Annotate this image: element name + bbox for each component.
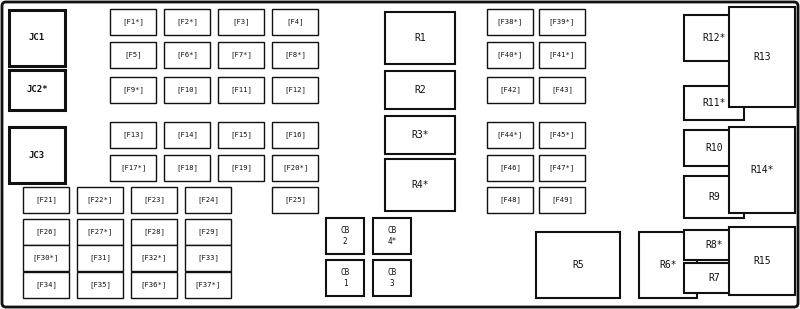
Bar [110, 42, 156, 68]
Bar [185, 272, 231, 298]
Bar [77, 245, 123, 271]
Bar [487, 42, 533, 68]
Bar [9, 10, 65, 66]
Bar [110, 9, 156, 35]
Text: [F23]: [F23] [143, 197, 165, 203]
Bar [77, 219, 123, 245]
Text: [F38*]: [F38*] [497, 19, 523, 25]
Bar [684, 86, 744, 120]
Text: [F30*]: [F30*] [33, 255, 59, 261]
Bar [185, 245, 231, 271]
Bar [487, 9, 533, 35]
Text: JC2*: JC2* [26, 86, 48, 95]
Text: [F48]: [F48] [499, 197, 521, 203]
Bar [164, 42, 210, 68]
Bar [272, 42, 318, 68]
Bar [684, 230, 744, 260]
Bar [729, 227, 795, 295]
Text: [F36*]: [F36*] [141, 281, 167, 288]
Bar [272, 122, 318, 148]
Bar [77, 272, 123, 298]
Bar [385, 159, 455, 211]
Bar [23, 219, 69, 245]
Text: R3*: R3* [411, 130, 429, 140]
Text: [F46]: [F46] [499, 165, 521, 171]
Text: JC3: JC3 [29, 150, 45, 159]
Text: [F2*]: [F2*] [176, 19, 198, 25]
Text: [F22*]: [F22*] [87, 197, 113, 203]
Text: R9: R9 [708, 192, 720, 202]
Text: [F5]: [F5] [124, 52, 142, 58]
Bar [539, 77, 585, 103]
Text: R6*: R6* [659, 260, 677, 270]
Text: [F16]: [F16] [284, 132, 306, 138]
Bar [373, 260, 411, 296]
Text: [F37*]: [F37*] [195, 281, 221, 288]
Text: [F25]: [F25] [284, 197, 306, 203]
Text: [F21]: [F21] [35, 197, 57, 203]
Text: [F45*]: [F45*] [549, 132, 575, 138]
Text: R5: R5 [572, 260, 584, 270]
Text: [F17*]: [F17*] [120, 165, 146, 171]
Text: [F4]: [F4] [286, 19, 304, 25]
Bar [539, 155, 585, 181]
Text: R12*: R12* [702, 33, 726, 43]
Text: [F18]: [F18] [176, 165, 198, 171]
Bar [326, 260, 364, 296]
Text: [F31]: [F31] [89, 255, 111, 261]
Bar [110, 122, 156, 148]
Bar [385, 12, 455, 64]
Text: [F26]: [F26] [35, 229, 57, 235]
Bar [272, 9, 318, 35]
Text: [F35]: [F35] [89, 281, 111, 288]
Text: [F32*]: [F32*] [141, 255, 167, 261]
Bar [539, 187, 585, 213]
Text: [F34]: [F34] [35, 281, 57, 288]
Text: [F27*]: [F27*] [87, 229, 113, 235]
Text: CB
1: CB 1 [340, 268, 350, 288]
Bar [539, 9, 585, 35]
Bar [164, 9, 210, 35]
Text: CB
4*: CB 4* [387, 226, 397, 246]
Bar [131, 219, 177, 245]
Bar [684, 263, 744, 293]
Bar [373, 218, 411, 254]
Text: R4*: R4* [411, 180, 429, 190]
Text: R13: R13 [753, 52, 771, 62]
Text: [F11]: [F11] [230, 87, 252, 93]
Text: [F19]: [F19] [230, 165, 252, 171]
Text: [F33]: [F33] [197, 255, 219, 261]
Bar [639, 232, 697, 298]
Bar [684, 130, 744, 166]
Text: R2: R2 [414, 85, 426, 95]
Bar [164, 77, 210, 103]
Text: R11*: R11* [702, 98, 726, 108]
Text: [F14]: [F14] [176, 132, 198, 138]
Bar [539, 122, 585, 148]
Text: [F13]: [F13] [122, 132, 144, 138]
Text: [F15]: [F15] [230, 132, 252, 138]
Text: [F42]: [F42] [499, 87, 521, 93]
Bar [9, 70, 65, 110]
Text: R10: R10 [705, 143, 723, 153]
Text: R1: R1 [414, 33, 426, 43]
Bar [218, 77, 264, 103]
Text: CB
3: CB 3 [387, 268, 397, 288]
Text: R8*: R8* [705, 240, 723, 250]
Bar [23, 245, 69, 271]
Bar [164, 122, 210, 148]
Text: [F9*]: [F9*] [122, 87, 144, 93]
Text: [F28]: [F28] [143, 229, 165, 235]
Bar [487, 77, 533, 103]
Text: [F12]: [F12] [284, 87, 306, 93]
Bar [23, 272, 69, 298]
Text: [F7*]: [F7*] [230, 52, 252, 58]
Bar [385, 71, 455, 109]
Bar [729, 127, 795, 213]
Bar [9, 127, 65, 183]
Text: [F44*]: [F44*] [497, 132, 523, 138]
Text: R7: R7 [708, 273, 720, 283]
Bar [77, 187, 123, 213]
Text: [F8*]: [F8*] [284, 52, 306, 58]
